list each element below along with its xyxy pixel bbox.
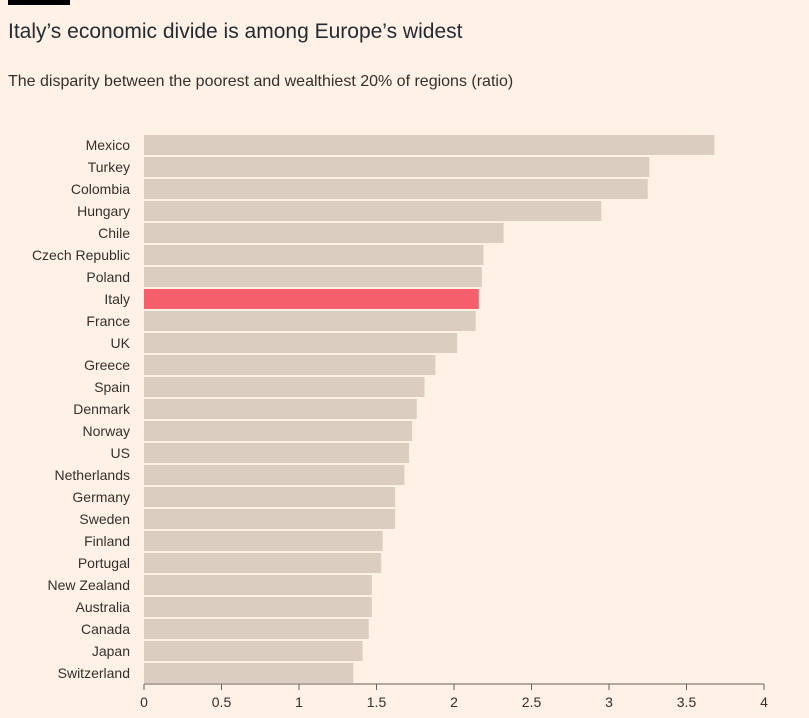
bar-france: [144, 311, 476, 331]
bar-mexico: [144, 135, 715, 155]
bar-colombia: [144, 179, 648, 199]
chart-title: Italy’s economic divide is among Europe’…: [8, 20, 463, 43]
category-label-france: France: [86, 313, 130, 329]
bar-norway: [144, 421, 413, 441]
bar-us: [144, 443, 410, 463]
category-label-poland: Poland: [86, 269, 130, 285]
category-label-japan: Japan: [92, 643, 130, 659]
x-tick-label-3: 3: [605, 694, 613, 710]
category-label-mexico: Mexico: [86, 137, 131, 153]
category-label-norway: Norway: [83, 423, 130, 439]
category-label-colombia: Colombia: [71, 181, 130, 197]
chart-subtitle: The disparity between the poorest and we…: [8, 73, 514, 90]
x-tick-label-2-5: 2.5: [522, 694, 542, 710]
category-label-turkey: Turkey: [88, 159, 130, 175]
category-label-finland: Finland: [84, 533, 130, 549]
category-label-sweden: Sweden: [79, 511, 130, 527]
category-labels: Mexico Turkey Colombia Hungary Chile Czech Re…: [32, 137, 131, 681]
category-label-hungary: Hungary: [77, 203, 130, 219]
category-label-canada: Canada: [81, 621, 130, 637]
category-label-spain: Spain: [94, 379, 130, 395]
bar-switzerland: [144, 663, 354, 683]
x-tick-label-1: 1: [295, 694, 303, 710]
bar-italy: [144, 289, 479, 309]
category-label-italy: Italy: [104, 291, 130, 307]
bar-poland: [144, 267, 482, 287]
x-tick-label-4: 4: [760, 694, 768, 710]
bar-greece: [144, 355, 436, 375]
category-label-denmark: Denmark: [73, 401, 131, 417]
category-label-us: US: [111, 445, 130, 461]
category-label-greece: Greece: [84, 357, 130, 373]
bar-germany: [144, 487, 396, 507]
bar-spain: [144, 377, 425, 397]
x-tick-label-0: 0: [140, 694, 148, 710]
bar-chile: [144, 223, 504, 243]
category-label-chile: Chile: [98, 225, 130, 241]
bar-czech-republic: [144, 245, 484, 265]
bars-group: [144, 135, 715, 683]
bar-canada: [144, 619, 369, 639]
bar-australia: [144, 597, 372, 617]
bar-denmark: [144, 399, 417, 419]
category-label-new-zealand: New Zealand: [48, 577, 131, 593]
bar-finland: [144, 531, 383, 551]
top-rule: [8, 0, 70, 5]
x-tick-label-2: 2: [450, 694, 458, 710]
category-label-uk: UK: [111, 335, 131, 351]
x-tick-label-3-5: 3.5: [677, 694, 697, 710]
x-tick-label-0-5: 0.5: [212, 694, 232, 710]
category-label-australia: Australia: [76, 599, 131, 615]
category-label-switzerland: Switzerland: [58, 665, 130, 681]
category-label-netherlands: Netherlands: [55, 467, 131, 483]
bar-uk: [144, 333, 458, 353]
bar-japan: [144, 641, 363, 661]
category-label-portugal: Portugal: [78, 555, 130, 571]
bar-hungary: [144, 201, 602, 221]
x-axis: 0 0.5 1 1.5 2 2.5 3 3.5 4: [140, 683, 768, 710]
bar-netherlands: [144, 465, 405, 485]
category-label-czech-republic: Czech Republic: [32, 247, 130, 263]
bar-portugal: [144, 553, 382, 573]
bar-sweden: [144, 509, 396, 529]
bar-new-zealand: [144, 575, 372, 595]
x-tick-label-1-5: 1.5: [367, 694, 387, 710]
bar-turkey: [144, 157, 650, 177]
category-label-germany: Germany: [72, 489, 130, 505]
